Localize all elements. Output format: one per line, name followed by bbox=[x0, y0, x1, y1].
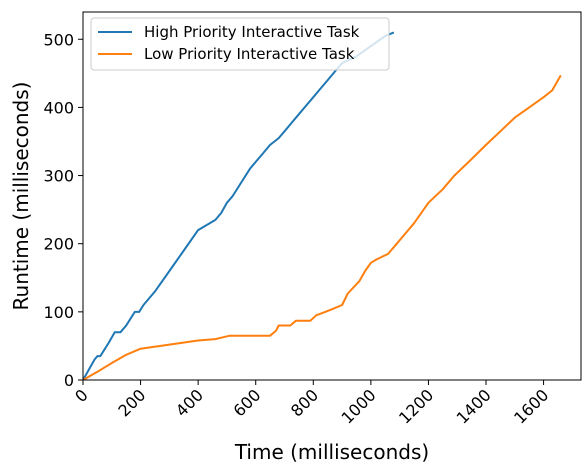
legend-label-high-priority: High Priority Interactive Task bbox=[144, 23, 360, 41]
y-tick-label: 300 bbox=[43, 167, 74, 186]
y-tick-label: 400 bbox=[43, 98, 74, 117]
series-line-1 bbox=[83, 74, 562, 380]
y-tick-label: 0 bbox=[64, 371, 74, 390]
legend-box bbox=[90, 17, 390, 71]
y-tick-label: 100 bbox=[43, 303, 74, 322]
y-tick-label: 200 bbox=[43, 235, 74, 254]
series-line-0 bbox=[83, 31, 395, 380]
legend: High Priority Interactive Task Low Prior… bbox=[90, 17, 390, 71]
y-tick-label: 500 bbox=[43, 30, 74, 49]
series-layer bbox=[83, 31, 562, 380]
legend-label-low-priority: Low Priority Interactive Task bbox=[144, 45, 355, 63]
y-axis-title: Runtime (milliseconds) bbox=[9, 82, 33, 311]
x-axis-title: Time (milliseconds) bbox=[234, 440, 429, 464]
axes-frame bbox=[82, 11, 582, 381]
